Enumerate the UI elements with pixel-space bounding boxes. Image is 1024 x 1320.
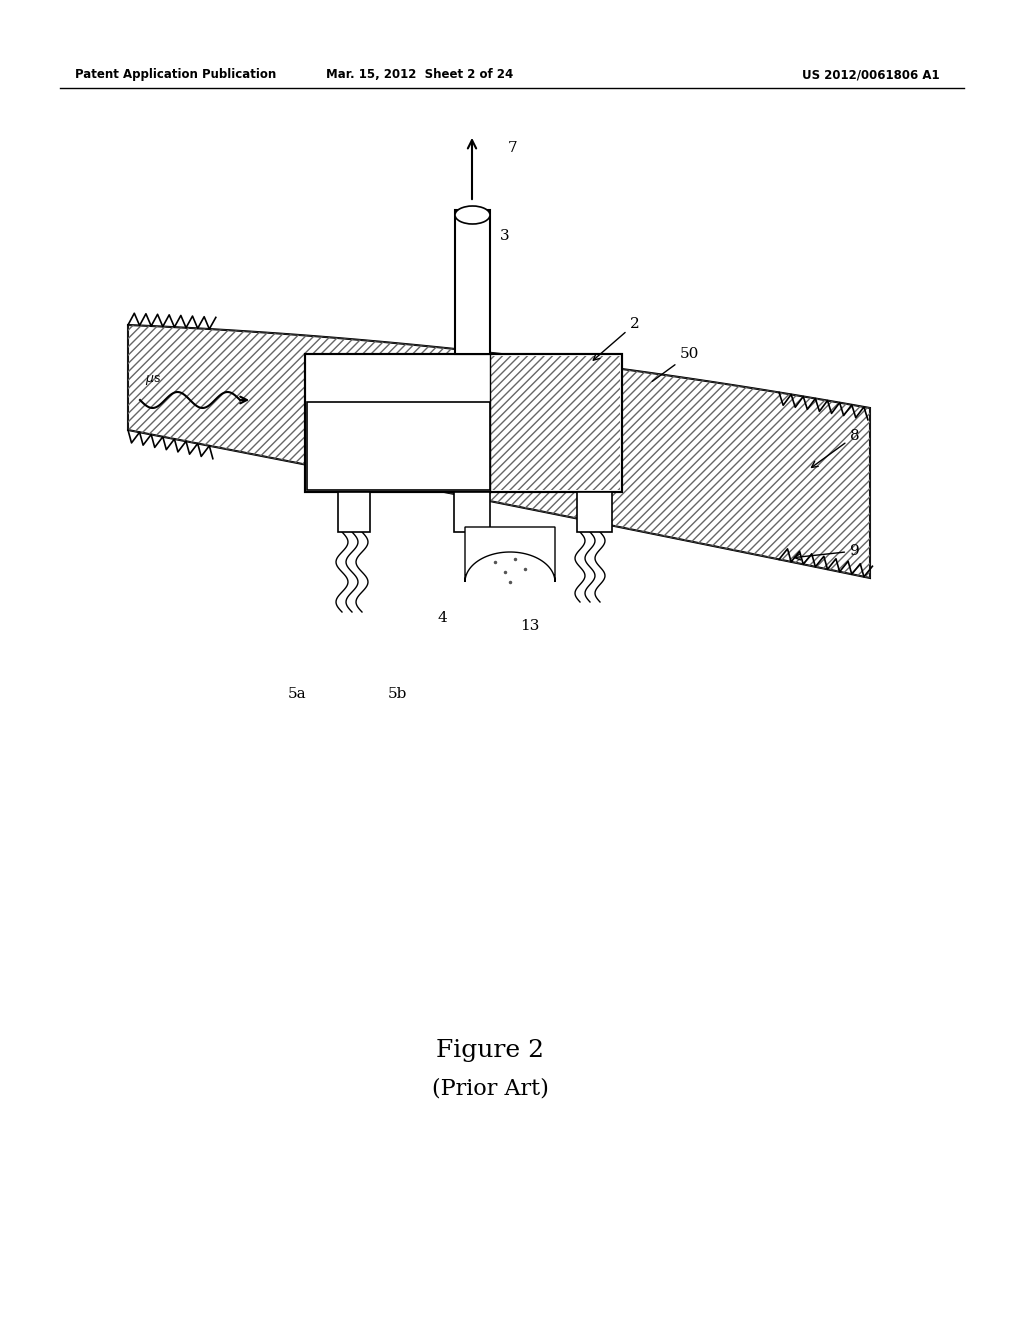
- Bar: [455, 210, 490, 354]
- Text: Figure 2: Figure 2: [436, 1039, 544, 1061]
- Text: 9: 9: [795, 544, 860, 560]
- Text: $\mu$s: $\mu$s: [145, 374, 161, 387]
- Bar: [490, 356, 620, 490]
- Polygon shape: [465, 527, 555, 582]
- Polygon shape: [128, 325, 870, 578]
- Text: Mar. 15, 2012  Sheet 2 of 24: Mar. 15, 2012 Sheet 2 of 24: [327, 69, 514, 81]
- Ellipse shape: [455, 206, 490, 224]
- Text: 7: 7: [508, 141, 517, 154]
- Text: 2: 2: [593, 317, 640, 360]
- Bar: [305, 354, 622, 492]
- Text: 4: 4: [438, 611, 447, 624]
- Text: 13: 13: [520, 619, 540, 634]
- Text: (Prior Art): (Prior Art): [431, 1077, 549, 1100]
- Text: 50: 50: [652, 347, 699, 381]
- Text: 8: 8: [811, 429, 859, 467]
- Bar: [338, 492, 370, 532]
- Bar: [454, 492, 490, 532]
- Text: 3: 3: [500, 228, 510, 243]
- Bar: [307, 403, 490, 490]
- Text: 5b: 5b: [388, 686, 408, 701]
- Text: US 2012/0061806 A1: US 2012/0061806 A1: [803, 69, 940, 81]
- Text: Patent Application Publication: Patent Application Publication: [75, 69, 276, 81]
- Bar: [305, 354, 622, 492]
- Text: 5a: 5a: [288, 686, 306, 701]
- Bar: [577, 492, 612, 532]
